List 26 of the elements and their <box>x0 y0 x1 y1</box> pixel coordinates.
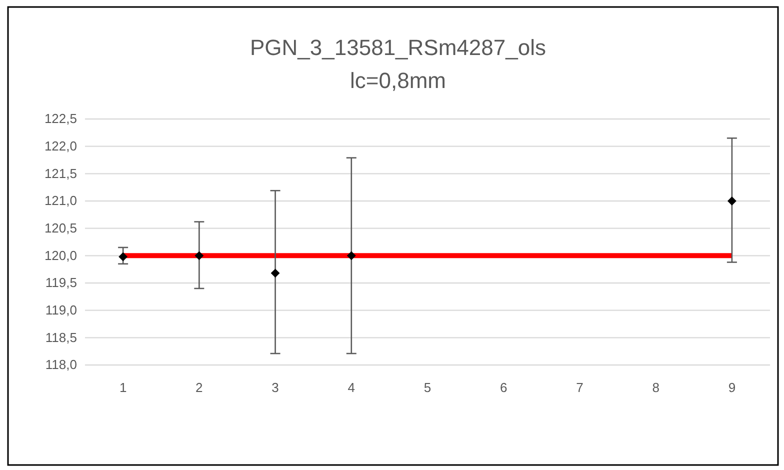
y-tick-label: 121,5 <box>44 166 77 181</box>
x-tick-label: 8 <box>652 380 660 396</box>
y-tick-label: 119,0 <box>45 302 77 318</box>
point <box>270 268 280 278</box>
y-tick-label: 121,0 <box>44 193 77 208</box>
point <box>118 252 128 262</box>
y-tick-label: 120,5 <box>44 220 77 236</box>
point <box>346 251 356 260</box>
x-tick-label: 1 <box>119 380 127 396</box>
x-tick-label: 3 <box>272 380 279 396</box>
y-tick-label: 122,5 <box>44 111 77 126</box>
y-tick-label: 119,5 <box>45 275 77 290</box>
x-tick-label: 2 <box>196 380 203 396</box>
point <box>727 196 736 206</box>
y-tick-label: 122,0 <box>44 138 77 154</box>
x-tick-label: 7 <box>576 380 584 396</box>
x-tick-label: 5 <box>424 380 432 396</box>
chart-title: PGN_3_13581_RSm4287_ols <box>250 35 546 60</box>
y-tick-label: 118,0 <box>45 357 77 372</box>
chart-subtitle: lc=0,8mm <box>350 68 446 93</box>
x-tick-label: 4 <box>348 380 356 396</box>
point <box>194 251 204 260</box>
y-tick-label: 120,0 <box>44 248 77 263</box>
y-tick-label: 118,5 <box>45 330 77 345</box>
x-tick-label: 9 <box>728 380 736 396</box>
x-tick-label: 6 <box>500 380 508 396</box>
